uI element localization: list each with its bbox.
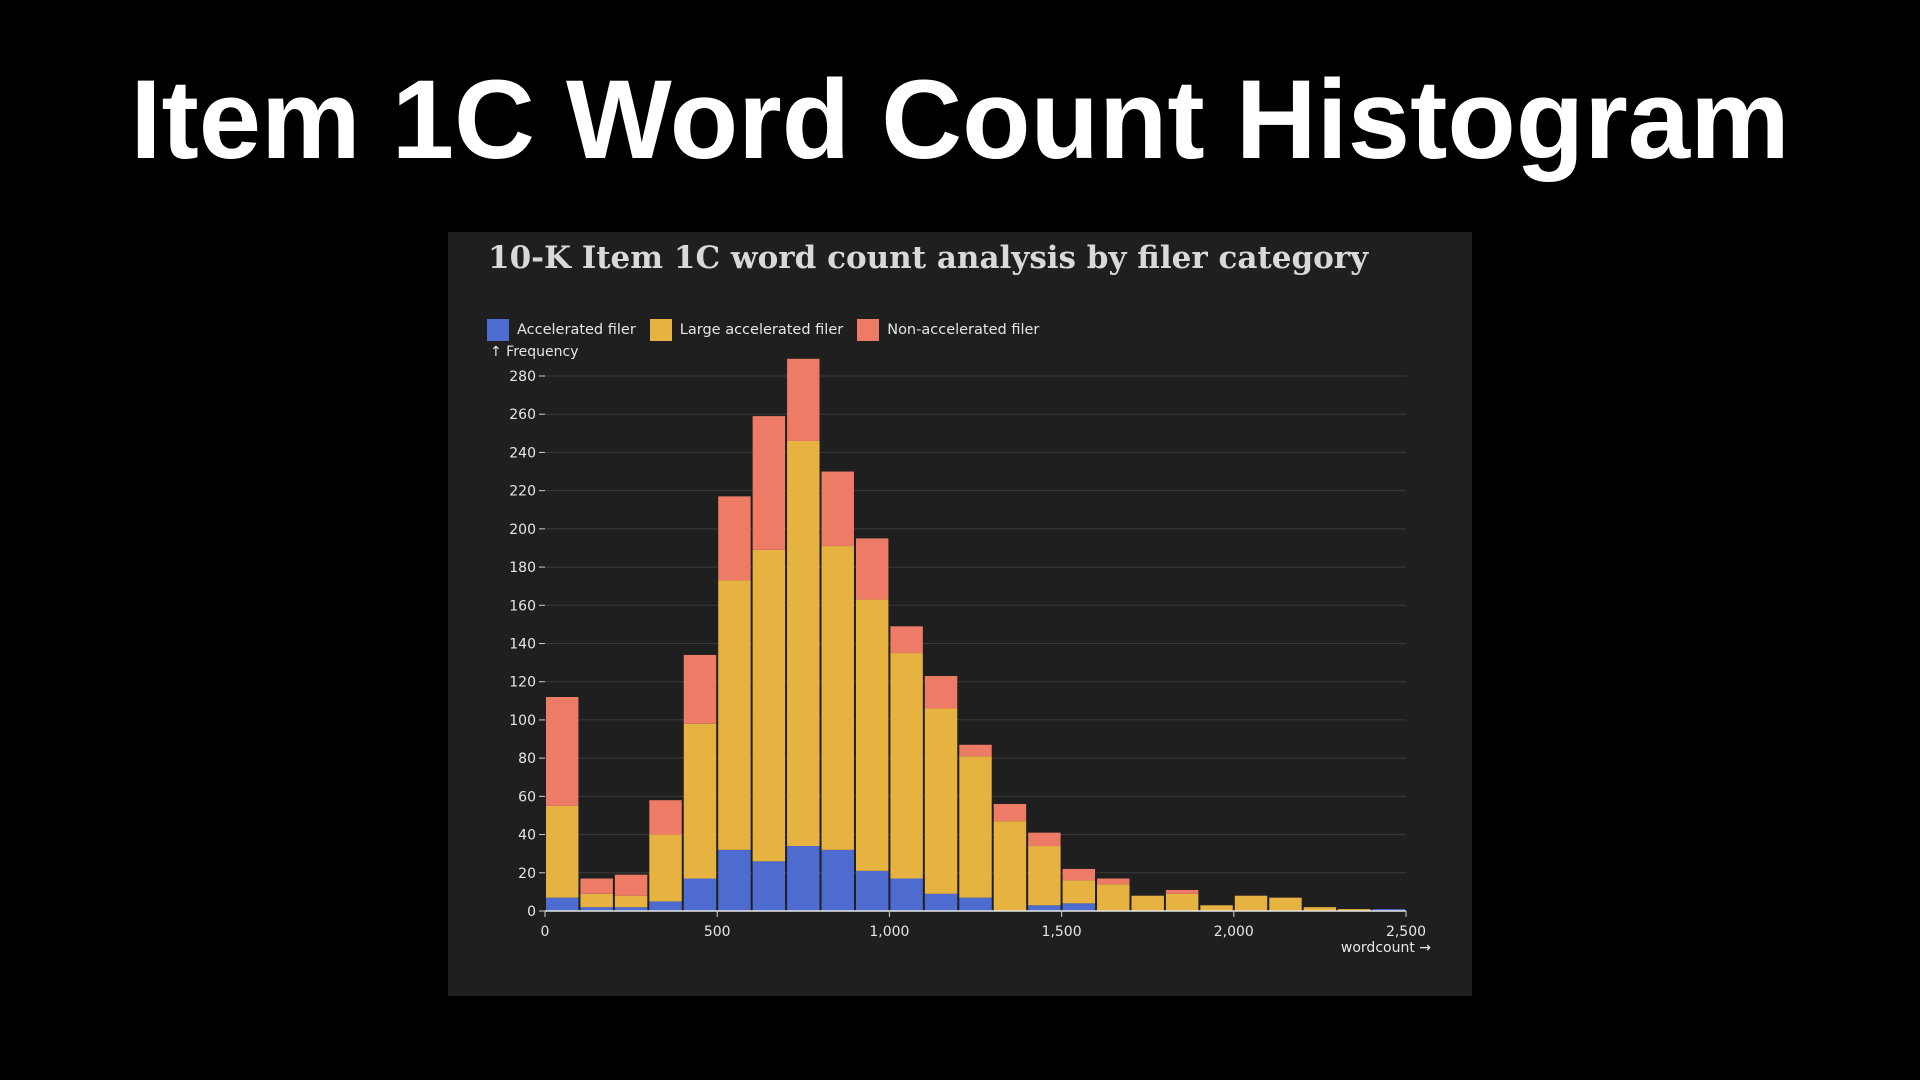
y-tick-label: 280 [509,369,536,385]
histogram-bar [890,653,923,879]
histogram-bar [614,907,648,911]
histogram-bar [1028,846,1061,906]
y-tick-label: 100 [509,713,536,729]
histogram-bar [1372,909,1405,911]
histogram-bar [821,471,854,547]
y-tick-label: 40 [518,828,536,844]
y-tick-label: 60 [518,789,536,805]
histogram-bar [1338,909,1371,911]
x-axis-label: wordcount → [1341,940,1431,956]
histogram-bar [821,849,854,911]
histogram-bar [580,878,613,894]
x-tick-label: 1,000 [869,924,909,940]
histogram-bar [718,849,751,911]
histogram-bar [787,440,820,847]
histogram-bar [787,358,820,441]
histogram-bar [683,723,717,879]
y-tick-label: 220 [509,484,536,500]
histogram-bar [1234,895,1268,911]
legend-label: Large accelerated filer [679,322,844,338]
chart-title: 10-K Item 1C word count analysis by file… [488,240,1369,276]
x-tick-label: 1,500 [1042,924,1082,940]
histogram-plot: 0 20 40 60 80 100 120 140 160 180 200 220 240 260 280 0… [490,344,1431,956]
legend-item: Accelerated filer [487,319,636,341]
legend-swatch [649,319,672,341]
histogram-bar [1062,880,1096,904]
y-tick-label: 200 [509,522,536,538]
histogram-bar [649,834,682,902]
histogram-bar [993,804,1027,822]
histogram-bar [959,897,992,911]
chart-panel: 10-K Item 1C word count analysis by file… [448,232,1472,996]
y-tick-label: 120 [509,675,536,691]
histogram-bar [546,697,579,806]
histogram-bar [614,874,648,896]
legend-swatch [857,319,880,341]
legend-item: Large accelerated filer [649,319,844,341]
y-tick-label: 20 [518,866,536,882]
x-tick-label: 0 [541,924,550,940]
histogram-bar [1028,905,1061,911]
histogram-bar [649,901,682,911]
histogram-bar [855,599,889,871]
histogram-bar [546,897,579,911]
histogram-bar [890,878,923,911]
histogram-bar [1200,905,1233,911]
legend-label: Accelerated filer [517,322,636,338]
histogram-bar [683,878,717,911]
histogram-bar [787,846,820,911]
histogram-bar [580,893,613,908]
y-tick-label: 140 [509,637,536,653]
histogram-bar [752,549,786,862]
histogram-bar [752,861,786,911]
histogram-bar [855,538,889,600]
histogram-bar [649,800,682,835]
x-tick-label: 2,500 [1386,924,1426,940]
histogram-bar [1097,878,1130,885]
slide-title: Item 1C Word Count Histogram [130,57,1790,182]
histogram-bar [683,654,717,724]
histogram-bar [1165,893,1199,911]
legend-swatch [487,319,509,341]
histogram-bar [1062,903,1096,911]
x-tick-label: 2,000 [1214,924,1254,940]
histogram-bar [890,626,923,654]
histogram-bar [924,675,958,709]
histogram-bar [821,546,854,850]
histogram-bar [1028,832,1061,847]
legend: Accelerated filer Large accelerated file… [487,319,1039,341]
histogram-bar [855,870,889,911]
histogram-bar [718,496,751,581]
histogram-bar [924,893,958,911]
histogram-bar [1269,897,1302,911]
y-tick-label: 160 [509,598,536,614]
histogram-bar [718,580,751,850]
y-axis-label: ↑ Frequency [490,344,579,360]
histogram-bar [1165,889,1199,894]
y-tick-label: 240 [509,445,536,461]
y-tick-label: 80 [518,751,536,767]
legend-label: Non-accelerated filer [887,322,1040,338]
histogram-bar [1097,884,1130,911]
x-tick-label: 500 [704,924,731,940]
histogram-bar [959,744,992,757]
histogram-bar [752,416,786,550]
legend-item: Non-accelerated filer [857,319,1039,341]
y-tick-label: 260 [509,407,536,423]
y-tick-label: 180 [509,560,536,576]
histogram-bar [614,895,648,908]
histogram-bar [546,805,579,898]
histogram-bar [1062,868,1096,881]
histogram-bar [1131,895,1164,911]
histogram-bar [580,907,613,911]
histogram-bar [924,708,958,894]
histogram-bar [959,756,992,898]
histogram-bar [1303,907,1337,911]
y-tick-label: 0 [527,904,536,920]
histogram-bar [993,821,1027,911]
